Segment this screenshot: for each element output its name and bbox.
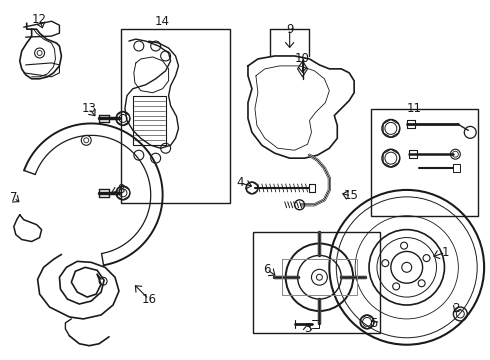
Text: 4: 4 <box>236 176 244 189</box>
Text: 7: 7 <box>10 192 18 204</box>
Text: 8: 8 <box>117 184 124 197</box>
Bar <box>253 231 380 333</box>
Text: 14: 14 <box>155 15 170 28</box>
Bar <box>121 29 230 203</box>
Text: 15: 15 <box>344 189 359 202</box>
Text: 9: 9 <box>286 23 294 36</box>
Text: 5: 5 <box>370 318 378 330</box>
Text: 2: 2 <box>453 302 460 315</box>
Text: 6: 6 <box>263 263 270 276</box>
Text: 1: 1 <box>441 246 449 259</box>
Text: 12: 12 <box>32 13 47 26</box>
Text: 10: 10 <box>295 53 310 66</box>
Text: 16: 16 <box>141 293 156 306</box>
Text: 3: 3 <box>304 322 311 336</box>
Text: 13: 13 <box>82 102 97 115</box>
Text: 11: 11 <box>406 102 421 115</box>
Bar <box>371 109 478 216</box>
